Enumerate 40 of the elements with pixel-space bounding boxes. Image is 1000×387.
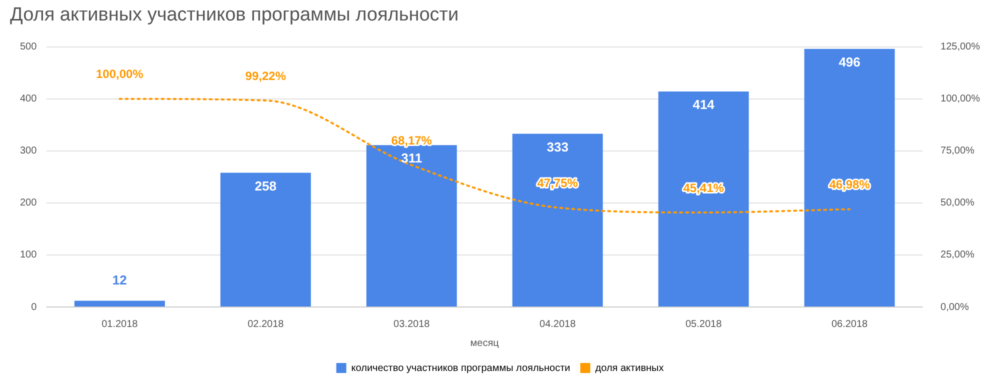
- legend-label: доля активных: [595, 362, 664, 374]
- legend-label: количество участников программы лояльности: [351, 362, 570, 374]
- data-label: 46,98%: [829, 178, 870, 192]
- data-label: 68,17%: [391, 133, 432, 148]
- chart-title: Доля активных участников программы лояльности: [10, 4, 459, 26]
- data-label: 258: [254, 178, 276, 194]
- data-label: 47,75%: [537, 176, 578, 190]
- y2-tick-label: 50,00%: [940, 198, 975, 209]
- data-label: 100,00%: [96, 67, 144, 82]
- data-label: 333: [546, 139, 568, 154]
- data-label: 496: [838, 54, 860, 70]
- y2-tick-label: 0,00%: [940, 302, 969, 313]
- y-tick-label: 200: [20, 198, 38, 209]
- data-label: 311: [401, 150, 422, 166]
- data-label: 99,22%: [245, 68, 286, 83]
- x-tick-label: 01.2018: [102, 318, 138, 330]
- y-tick-label: 500: [20, 42, 38, 53]
- y-tick-label: 300: [20, 146, 38, 157]
- y-tick-label: 0: [31, 302, 38, 313]
- x-tick-label: 04.2018: [540, 318, 576, 330]
- bar: [512, 134, 603, 306]
- y-tick-label: 400: [20, 94, 38, 105]
- x-tick-label: 03.2018: [394, 318, 430, 330]
- y2-tick-label: 100,00%: [940, 94, 980, 105]
- x-tick-label: 02.2018: [248, 318, 284, 330]
- bar: [804, 48, 895, 306]
- y2-tick-label: 25,00%: [940, 250, 975, 261]
- data-label: 414: [692, 97, 716, 112]
- y-tick-label: 100: [20, 250, 38, 261]
- bar: [366, 145, 457, 306]
- x-axis-title: месяц: [470, 338, 500, 349]
- x-tick-label: 05.2018: [685, 318, 722, 330]
- x-tick-label: 06.2018: [831, 318, 868, 330]
- bar: [74, 300, 165, 306]
- y2-tick-label: 75,00%: [940, 146, 975, 157]
- bar: [220, 172, 311, 306]
- data-label: 45,41%: [683, 180, 724, 195]
- bar: [658, 92, 749, 306]
- data-label: 12: [112, 272, 127, 288]
- y2-tick-label: 125,00%: [940, 42, 980, 53]
